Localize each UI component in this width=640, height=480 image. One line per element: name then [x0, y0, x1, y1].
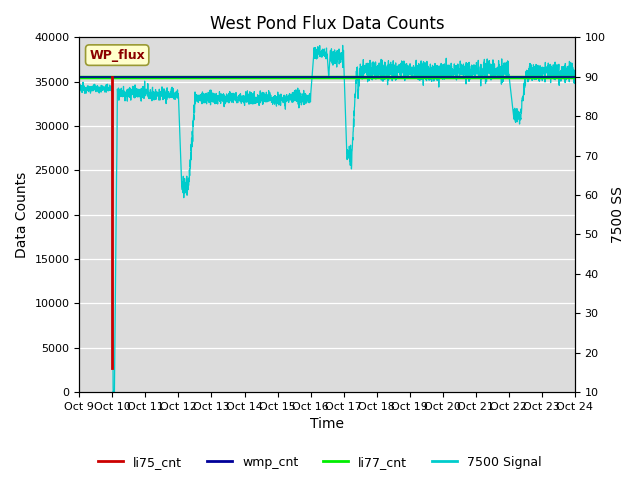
Legend: li75_cnt, wmp_cnt, li77_cnt, 7500 Signal: li75_cnt, wmp_cnt, li77_cnt, 7500 Signal — [93, 451, 547, 474]
Text: WP_flux: WP_flux — [90, 48, 145, 61]
Y-axis label: 7500 SS: 7500 SS — [611, 186, 625, 243]
Title: West Pond Flux Data Counts: West Pond Flux Data Counts — [210, 15, 444, 33]
X-axis label: Time: Time — [310, 418, 344, 432]
Y-axis label: Data Counts: Data Counts — [15, 172, 29, 258]
